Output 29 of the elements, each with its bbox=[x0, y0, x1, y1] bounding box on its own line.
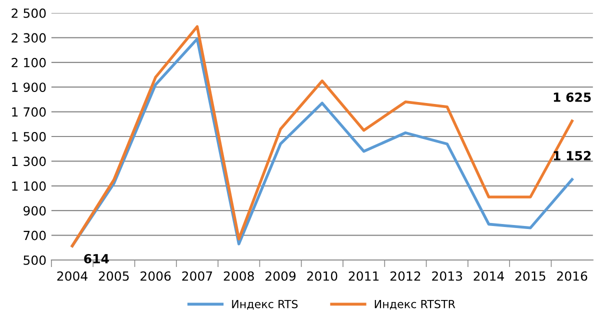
y-tick-label: 700 bbox=[24, 230, 46, 240]
y-tick-label: 2 100 bbox=[12, 58, 46, 68]
x-tick-label: 2012 bbox=[390, 271, 420, 281]
x-tick-label: 2005 bbox=[98, 271, 129, 281]
y-tick-label: 1 300 bbox=[12, 156, 46, 166]
y-tick-label: 2 500 bbox=[12, 8, 46, 18]
data-label: 1 152 bbox=[554, 150, 591, 160]
x-tick-label: 2009 bbox=[266, 271, 296, 281]
x-tick-label: 2007 bbox=[182, 271, 212, 281]
x-tick-label: 2008 bbox=[224, 271, 254, 281]
x-tick-label: 2006 bbox=[140, 271, 171, 281]
x-tick-label: 2016 bbox=[557, 271, 588, 281]
data-label: 1 625 bbox=[554, 92, 591, 102]
x-tick-label: 2015 bbox=[515, 271, 546, 281]
y-tick-label: 900 bbox=[23, 206, 46, 216]
data-label: 614 bbox=[84, 254, 109, 264]
y-tick-label: 2 300 bbox=[12, 33, 46, 43]
y-tick-label: 1 500 bbox=[12, 132, 46, 142]
y-tick-label: 1 700 bbox=[12, 107, 46, 117]
y-tick-label: 1 900 bbox=[12, 82, 46, 92]
x-tick-label: 2013 bbox=[432, 271, 462, 281]
y-tick-label: 1 100 bbox=[12, 181, 46, 191]
y-tick-label: 500 bbox=[24, 255, 46, 265]
x-tick-label: 2010 bbox=[307, 271, 338, 281]
legend-label: Индекс RTSTR bbox=[374, 300, 456, 310]
x-tick-label: 2011 bbox=[348, 271, 379, 281]
x-tick-label: 2004 bbox=[57, 271, 88, 281]
legend-label: Индекс RTS bbox=[232, 300, 298, 310]
x-tick-label: 2014 bbox=[474, 271, 504, 281]
